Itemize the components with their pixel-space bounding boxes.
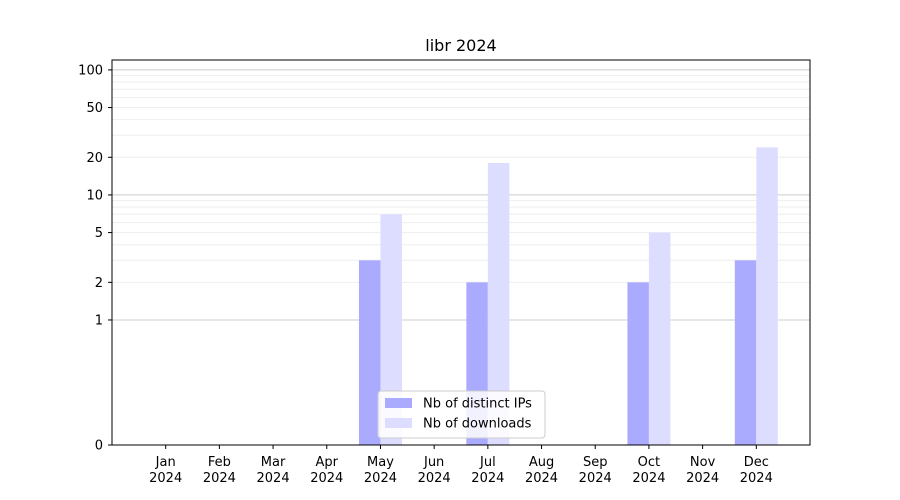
y-tick-label: 0 [95,439,103,454]
plot-frame [111,59,811,446]
y-tick-label: 100 [78,63,103,78]
grid [112,69,810,321]
y-tick-label: 20 [86,151,103,166]
x-tick-year: 2024 [471,471,504,486]
x-tick-year: 2024 [525,471,558,486]
legend-swatch [385,398,412,408]
x-tick-month: Jun [423,455,444,470]
y-axis: 0 1 2 5 10 20 50 100 [78,63,112,454]
x-tick-year: 2024 [257,471,290,486]
x-tick-year: 2024 [632,471,665,486]
x-tick-month: Dec [744,455,769,470]
y-tick-label: 5 [95,226,103,241]
bar-downloads [380,214,402,445]
x-tick-month: Mar [261,455,286,470]
bar-distinct-ips [358,260,381,445]
x-tick-month: Aug [529,455,554,470]
x-tick-month: Jan [155,455,176,470]
legend-label: Nb of distinct IPs [423,397,532,412]
bar-downloads [648,232,671,445]
bar-downloads [487,163,510,445]
x-tick-month: Sep [583,455,608,470]
legend-box [377,390,546,439]
x-tick-year: 2024 [364,471,397,486]
x-axis: Jan2024Feb2024Mar2024Apr2024May2024Jun20… [149,445,773,486]
y-tick-label: 1 [95,313,103,328]
legend: Nb of distinct IPs Nb of downloads [377,390,546,439]
bars [358,147,778,446]
x-tick-month: Jul [479,455,496,470]
legend-label: Nb of downloads [423,417,532,432]
x-tick-month: Oct [638,455,660,470]
x-tick-year: 2024 [418,471,451,486]
x-tick-year: 2024 [310,471,343,486]
x-tick-month: Nov [690,455,716,470]
x-tick-month: Feb [208,455,231,470]
bar-distinct-ips [627,282,649,445]
y-tick-label: 50 [86,101,103,116]
x-tick-year: 2024 [149,471,182,486]
x-tick-year: 2024 [740,471,773,486]
y-tick-label: 2 [95,276,103,291]
x-tick-month: May [367,455,394,470]
y-tick-label: 10 [86,188,103,203]
bar-distinct-ips [734,260,757,445]
legend-swatch [385,418,412,428]
x-tick-year: 2024 [686,471,719,486]
x-tick-month: Apr [316,455,339,470]
x-tick-year: 2024 [579,471,612,486]
chart-title: libr 2024 [425,36,496,55]
bar-downloads [756,147,778,446]
x-tick-year: 2024 [203,471,236,486]
